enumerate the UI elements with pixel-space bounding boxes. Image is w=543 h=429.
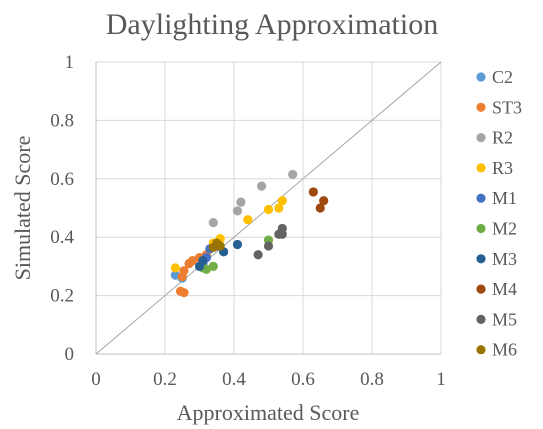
y-tick-label: 0: [65, 344, 75, 365]
legend-marker-r3: [476, 163, 486, 173]
data-point-c2: [170, 270, 180, 280]
data-point-m5: [263, 241, 274, 251]
data-point-r2: [288, 169, 298, 180]
x-tick-label: 1: [436, 369, 446, 390]
legend-label-r3: R3: [492, 158, 513, 178]
data-point-st3: [179, 288, 189, 298]
legend-marker-m1: [476, 193, 486, 203]
chart-title: Daylighting Approximation: [106, 8, 438, 41]
legend-marker-m6: [476, 345, 486, 355]
legend: C2 ST3 R2 R3 M1 M2 M3 M4 M5 M6: [476, 67, 522, 360]
data-point-m4: [308, 187, 318, 197]
legend-label-m3: M3: [492, 249, 517, 269]
legend-marker-r2: [476, 133, 486, 143]
y-tick-label: 0.8: [50, 110, 74, 131]
data-point-m5: [277, 223, 287, 234]
data-point-r3: [274, 203, 284, 213]
data-point-m3: [198, 255, 208, 266]
legend-label-m5: M5: [492, 309, 517, 329]
y-tick-label: 0.6: [50, 169, 74, 190]
data-point-r3: [243, 215, 253, 225]
y-tick-label: 1: [65, 52, 75, 73]
legend-label-m2: M2: [492, 219, 517, 239]
data-point-r2: [236, 197, 246, 207]
data-point-m3: [232, 239, 243, 250]
data-point-st3: [188, 255, 198, 266]
x-axis-title: Approximated Score: [177, 400, 360, 425]
legend-marker-c2: [476, 72, 486, 82]
legend-marker-m4: [476, 284, 486, 294]
x-tick-label: 0.2: [153, 369, 177, 390]
y-tick-label: 0.4: [50, 227, 74, 248]
x-tick-label: 0.6: [291, 369, 315, 390]
legend-marker-m5: [476, 314, 486, 324]
data-point-st3: [179, 266, 189, 276]
y-tick-label: 0.2: [50, 286, 74, 307]
data-point-r2: [257, 181, 267, 191]
data-point-r2: [232, 206, 243, 216]
data-point-m2: [208, 261, 218, 271]
data-point-m4: [315, 203, 325, 213]
legend-label-st3: ST3: [492, 97, 522, 117]
legend-label-c2: C2: [492, 67, 513, 87]
data-point-r3: [170, 263, 180, 273]
x-tick-label: 0: [91, 369, 101, 390]
data-point-r2: [208, 218, 218, 228]
legend-label-m6: M6: [492, 340, 517, 360]
data-point-r3: [277, 196, 287, 206]
x-tick-label: 0.8: [360, 369, 384, 390]
legend-marker-m3: [476, 254, 486, 264]
data-point-m5: [253, 250, 263, 260]
data-point-m6: [215, 241, 225, 251]
legend-label-m4: M4: [492, 279, 517, 299]
data-point-m2: [201, 264, 211, 274]
legend-label-m1: M1: [492, 188, 517, 208]
y-axis-title: Simulated Score: [10, 136, 35, 281]
data-point-m4: [319, 196, 329, 206]
data-point-r3: [263, 204, 274, 215]
legend-marker-m2: [476, 223, 486, 234]
legend-marker-st3: [476, 102, 486, 112]
plot-area: 0 0.2 0.4 0.6 0.8 1 0 0.2 0.4 0.6 0.8 1: [50, 52, 446, 390]
x-tick-label: 0.4: [222, 369, 246, 390]
legend-label-r2: R2: [492, 128, 513, 148]
